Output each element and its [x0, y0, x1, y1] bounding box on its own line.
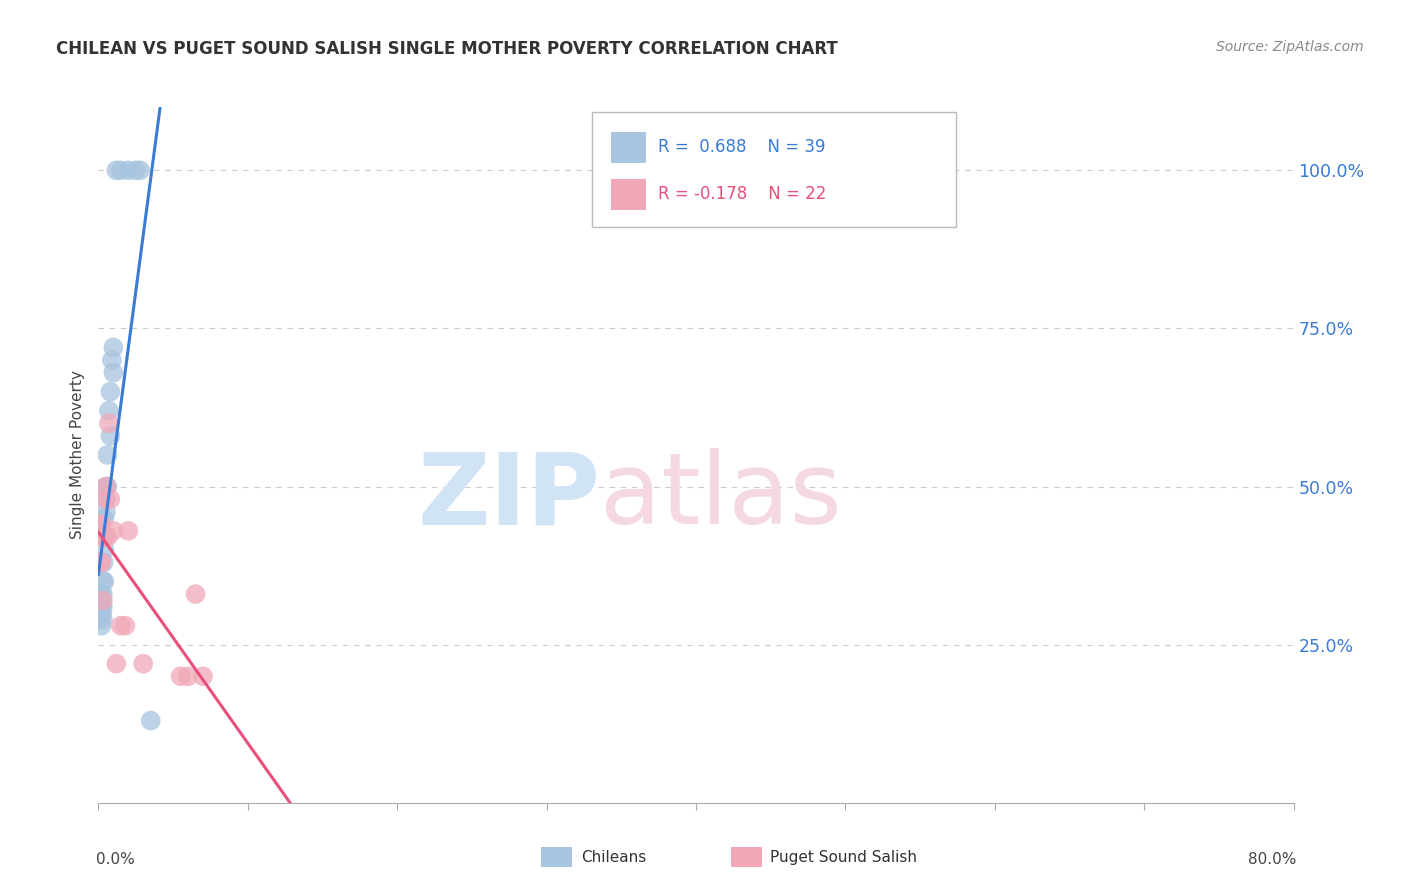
Point — [89, 517, 111, 532]
Point — [191, 669, 214, 683]
Point — [90, 517, 112, 532]
Text: 0.0%: 0.0% — [96, 852, 135, 866]
Point — [132, 657, 155, 671]
Point — [103, 340, 125, 354]
Point — [117, 524, 139, 538]
Text: R =  0.688    N = 39: R = 0.688 N = 39 — [658, 138, 825, 156]
Text: atlas: atlas — [600, 448, 842, 545]
Point — [89, 606, 111, 620]
Point — [114, 618, 136, 632]
Point — [93, 530, 115, 544]
Point — [100, 384, 122, 399]
Point — [100, 492, 122, 507]
Point — [125, 163, 148, 178]
Point — [91, 612, 114, 626]
Point — [96, 530, 118, 544]
Point — [129, 163, 152, 178]
Point — [91, 574, 114, 589]
Point — [101, 353, 124, 368]
Point — [89, 556, 111, 570]
Point — [97, 403, 120, 417]
Text: R = -0.178    N = 22: R = -0.178 N = 22 — [658, 186, 827, 203]
Point — [100, 429, 122, 443]
Point — [93, 574, 115, 589]
Point — [90, 606, 112, 620]
Point — [103, 524, 125, 538]
Point — [177, 669, 200, 683]
Point — [94, 492, 117, 507]
Point — [94, 505, 117, 519]
Point — [93, 542, 115, 557]
Point — [89, 612, 111, 626]
Point — [94, 479, 117, 493]
Point — [90, 599, 112, 614]
Point — [90, 606, 112, 620]
Point — [91, 530, 114, 544]
Point — [89, 599, 111, 614]
Text: Source: ZipAtlas.com: Source: ZipAtlas.com — [1216, 40, 1364, 54]
Point — [91, 606, 114, 620]
Point — [91, 587, 114, 601]
Point — [93, 556, 115, 570]
Point — [96, 479, 118, 493]
Point — [93, 530, 115, 544]
Point — [105, 163, 128, 178]
Point — [90, 556, 112, 570]
Point — [94, 479, 117, 493]
Point — [90, 618, 112, 632]
Text: 80.0%: 80.0% — [1247, 852, 1296, 866]
Point — [139, 714, 162, 728]
Text: CHILEAN VS PUGET SOUND SALISH SINGLE MOTHER POVERTY CORRELATION CHART: CHILEAN VS PUGET SOUND SALISH SINGLE MOT… — [56, 40, 838, 58]
Point — [169, 669, 191, 683]
Point — [90, 587, 112, 601]
Point — [93, 511, 115, 525]
Point — [184, 587, 207, 601]
Point — [94, 492, 117, 507]
Y-axis label: Single Mother Poverty: Single Mother Poverty — [70, 370, 86, 540]
Point — [91, 599, 114, 614]
Point — [91, 593, 114, 607]
Point — [105, 657, 128, 671]
Point — [90, 593, 112, 607]
Point — [89, 587, 111, 601]
Point — [97, 417, 120, 431]
Point — [91, 593, 114, 607]
Text: Chileans: Chileans — [581, 850, 645, 864]
Text: ZIP: ZIP — [418, 448, 600, 545]
Point — [96, 448, 118, 462]
Point — [110, 163, 132, 178]
Text: Puget Sound Salish: Puget Sound Salish — [770, 850, 918, 864]
Point — [110, 618, 132, 632]
Point — [117, 163, 139, 178]
Point — [89, 593, 111, 607]
Point — [103, 366, 125, 380]
